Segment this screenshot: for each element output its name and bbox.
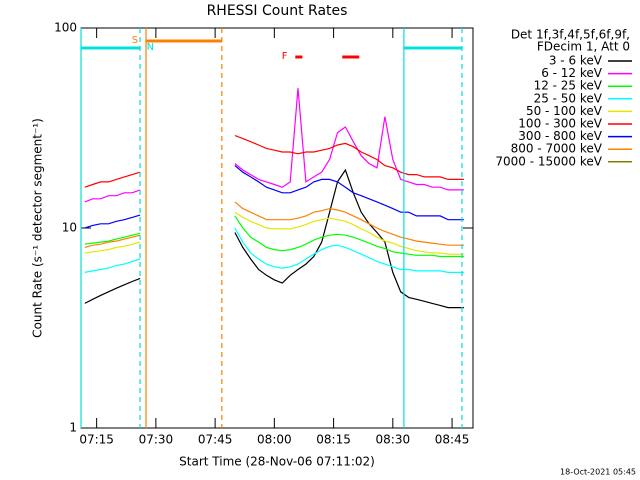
series-line [84,227,464,273]
x-tick-label: 08:30 [376,433,411,447]
legend-header: FDecim 1, Att 0 [537,40,630,54]
legend-label: 3 - 6 keV [549,54,603,68]
x-tick-label: 08:45 [435,433,470,447]
legend-label: 25 - 50 keV [534,91,603,105]
flag-label: N [147,42,154,53]
y-tick-label: 1 [69,421,77,435]
legend-label: 50 - 100 keV [526,104,603,118]
series-line [84,165,464,229]
legend-label: 7000 - 15000 keV [495,154,602,168]
legend-label: 100 - 300 keV [518,117,602,131]
legend-label: 12 - 25 keV [534,79,603,93]
series-line [84,201,464,248]
series-line [84,168,464,309]
chart-title: RHESSI Count Rates [207,3,348,19]
flag-label: S [132,35,138,46]
footer: 18-Oct-2021 05:45 [560,468,636,477]
series-line [84,88,464,203]
series-line [84,215,464,258]
x-tick-label: 07:30 [139,433,174,447]
x-tick-label: 07:15 [79,433,114,447]
x-tick-label: 07:45 [198,433,233,447]
legend-header: Det 1f,3f,4f,5f,6f,9f, [511,28,630,42]
x-axis-label: Start Time (28-Nov-06 07:11:02) [179,455,375,469]
x-tick-label: 08:00 [257,433,292,447]
legend-label: 300 - 800 keV [518,129,602,143]
series-line [84,211,464,255]
legend-label: 800 - 7000 keV [511,142,603,156]
legend-label: 6 - 12 keV [541,66,603,80]
y-axis-label: Count Rate (s⁻¹ detector segment⁻¹) [31,118,45,338]
series-line [84,134,464,188]
x-tick-label: 08:15 [316,433,351,447]
y-tick-label: 10 [62,221,77,235]
y-tick-label: 100 [54,21,77,35]
flag-label: F [282,51,288,62]
